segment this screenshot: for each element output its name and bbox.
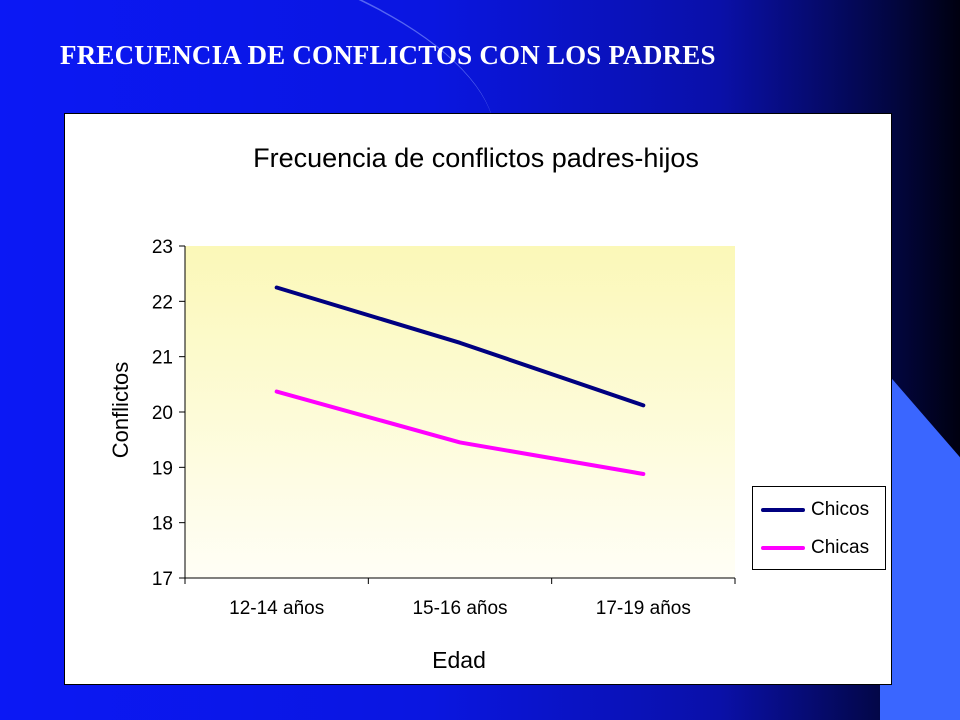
legend-swatch-chicas (761, 546, 805, 550)
legend-label-chicos: Chicos (811, 499, 870, 520)
y-tick-label: 17 (152, 569, 173, 590)
y-tick-label: 21 (152, 348, 173, 369)
x-tick-label: 12-14 años (229, 598, 324, 619)
y-tick-label: 19 (152, 458, 173, 479)
legend-swatch-chicos (761, 508, 805, 512)
chart-title: Frecuencia de conflictos padres-hijos (253, 143, 699, 173)
legend-label-chicas: Chicas (811, 537, 870, 558)
x-tick-label: 17-19 años (596, 598, 691, 619)
legend: Chicos Chicas (752, 486, 886, 570)
y-tick-label: 18 (152, 514, 173, 535)
y-axis-title: Conflictos (108, 362, 133, 459)
chart-panel: Frecuencia de conflictos padres-hijos 17… (64, 113, 892, 685)
line-chart: Frecuencia de conflictos padres-hijos 17… (108, 143, 736, 673)
series-line-chicas (274, 389, 646, 476)
x-tick-label: 15-16 años (412, 598, 507, 619)
plot-background (185, 246, 735, 578)
plot-area: 17 18 19 20 21 22 23 12-14 años 15-16 años 17-19 … (152, 237, 736, 619)
legend-item-chicos: Chicos (761, 499, 869, 521)
slide-title: FRECUENCIA DE CONFLICTOS CON LOS PADRES (60, 40, 716, 70)
series-line-chicos (274, 285, 646, 408)
y-tick-label: 20 (152, 403, 173, 424)
legend-item-chicas: Chicas (761, 537, 869, 559)
x-axis-title: Edad (432, 647, 486, 673)
y-tick-label: 22 (152, 292, 173, 313)
y-tick-label: 23 (152, 237, 173, 258)
